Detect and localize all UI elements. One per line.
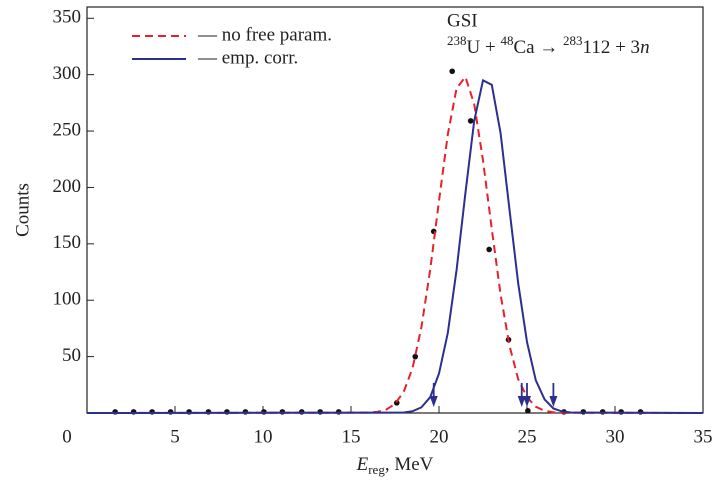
data-point <box>393 400 400 406</box>
x-tick-label: 0 <box>62 426 72 447</box>
y-tick-label: 200 <box>53 176 82 197</box>
x-tick-label: 5 <box>170 426 180 447</box>
plot-frame <box>86 6 704 414</box>
text-part: Ca → <box>513 37 563 58</box>
data-point <box>449 68 456 75</box>
text-part: , MeV <box>385 454 434 475</box>
arrow-head <box>517 396 526 407</box>
arrow <box>523 383 531 407</box>
text-part: 48 <box>500 33 513 48</box>
y-tick-label: 350 <box>53 7 82 28</box>
x-axis-label: Ereg, MeV <box>356 454 434 477</box>
text-part: reg <box>368 462 385 477</box>
data-point <box>486 246 492 253</box>
y-tick-label: 250 <box>53 119 82 140</box>
x-tick-label: 15 <box>342 426 361 447</box>
text-part: 112 + 3 <box>583 37 641 58</box>
x-tick-label: 10 <box>254 426 273 447</box>
x-tick-label: 20 <box>430 426 449 447</box>
text-part: n <box>640 37 650 58</box>
x-tick-label: 30 <box>606 426 625 447</box>
text-part: 283 <box>563 33 583 48</box>
y-tick-label: 100 <box>53 289 82 310</box>
y-axis-label: Counts <box>12 183 33 237</box>
curve <box>86 78 704 414</box>
arrow <box>517 383 526 407</box>
legend-label: — no free param. <box>197 24 332 45</box>
arrow <box>429 383 438 407</box>
y-tick-label: 150 <box>53 232 82 253</box>
data-point <box>467 118 474 124</box>
arrow-head <box>523 396 531 407</box>
text-part: E <box>356 454 369 475</box>
text-part: 238 <box>447 33 467 48</box>
data-point <box>525 407 531 414</box>
arrow-head <box>429 396 438 407</box>
annotation-reaction: 238U + 48Ca → 283112 + 3n <box>447 33 650 58</box>
text-part: U + <box>467 37 501 58</box>
y-tick-label: 300 <box>53 63 82 84</box>
arrow-head <box>549 396 558 407</box>
arrow <box>549 383 558 407</box>
y-tick-label: 50 <box>62 345 81 366</box>
annotation-title: GSI <box>447 10 478 31</box>
curve <box>86 74 704 414</box>
data-point <box>412 353 419 360</box>
legend-label: — emp. corr. <box>197 47 298 68</box>
x-tick-label: 35 <box>694 426 713 447</box>
x-tick-label: 25 <box>518 426 537 447</box>
